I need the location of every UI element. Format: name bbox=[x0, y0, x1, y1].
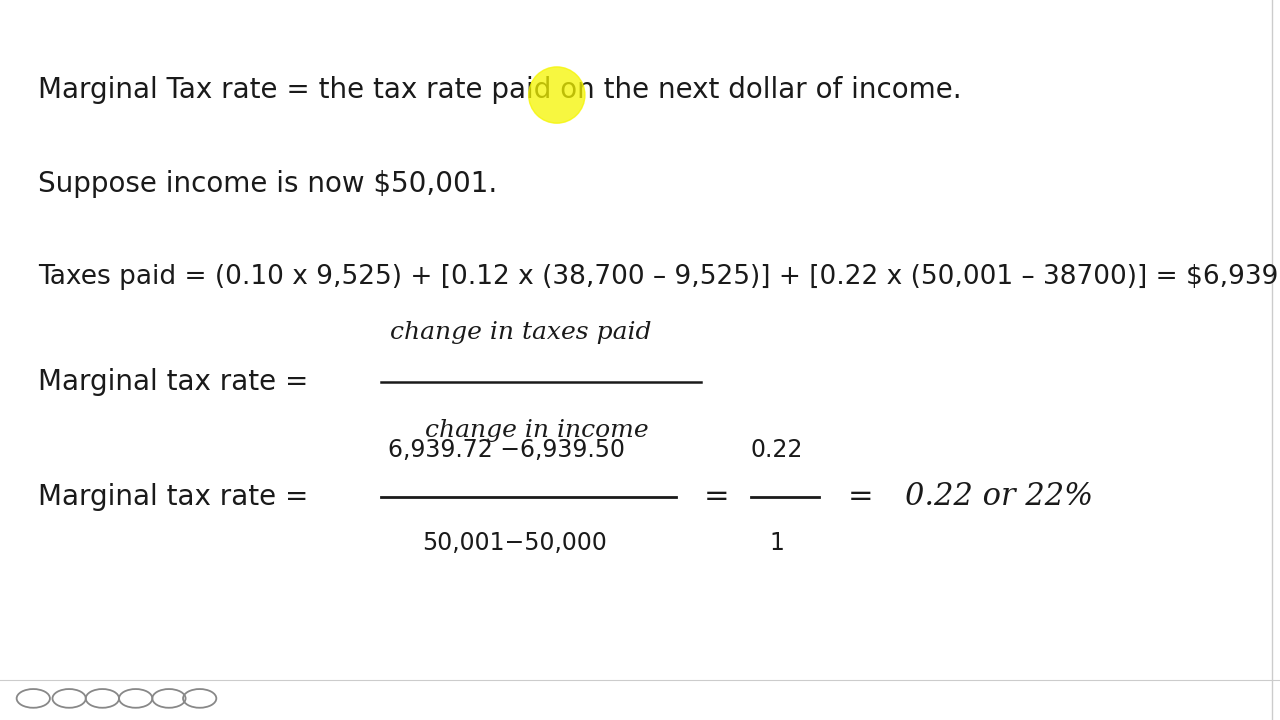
Text: change in taxes paid: change in taxes paid bbox=[390, 321, 652, 344]
Text: change in income: change in income bbox=[425, 419, 649, 442]
Text: Taxes paid = (0.10 x 9,525) + [0.12 x (38,700 – 9,525)] + [0.22 x (50,001 – 3870: Taxes paid = (0.10 x 9,525) + [0.12 x (3… bbox=[38, 264, 1280, 290]
Text: Marginal tax rate =: Marginal tax rate = bbox=[38, 368, 308, 395]
Text: 1: 1 bbox=[769, 531, 785, 555]
Text: 6,939.72 −6,939.50: 6,939.72 −6,939.50 bbox=[388, 438, 625, 462]
Text: 50,001−50,000: 50,001−50,000 bbox=[422, 531, 607, 555]
Text: 0.22 or 22%: 0.22 or 22% bbox=[905, 481, 1093, 513]
Text: Suppose income is now $50,001.: Suppose income is now $50,001. bbox=[38, 170, 498, 197]
Text: =: = bbox=[704, 482, 730, 511]
Text: =: = bbox=[847, 482, 873, 511]
Text: Marginal tax rate =: Marginal tax rate = bbox=[38, 483, 308, 510]
Ellipse shape bbox=[529, 67, 585, 123]
Text: Marginal Tax rate = the tax rate paid on the next dollar of income.: Marginal Tax rate = the tax rate paid on… bbox=[38, 76, 963, 104]
Text: 0.22: 0.22 bbox=[751, 438, 803, 462]
